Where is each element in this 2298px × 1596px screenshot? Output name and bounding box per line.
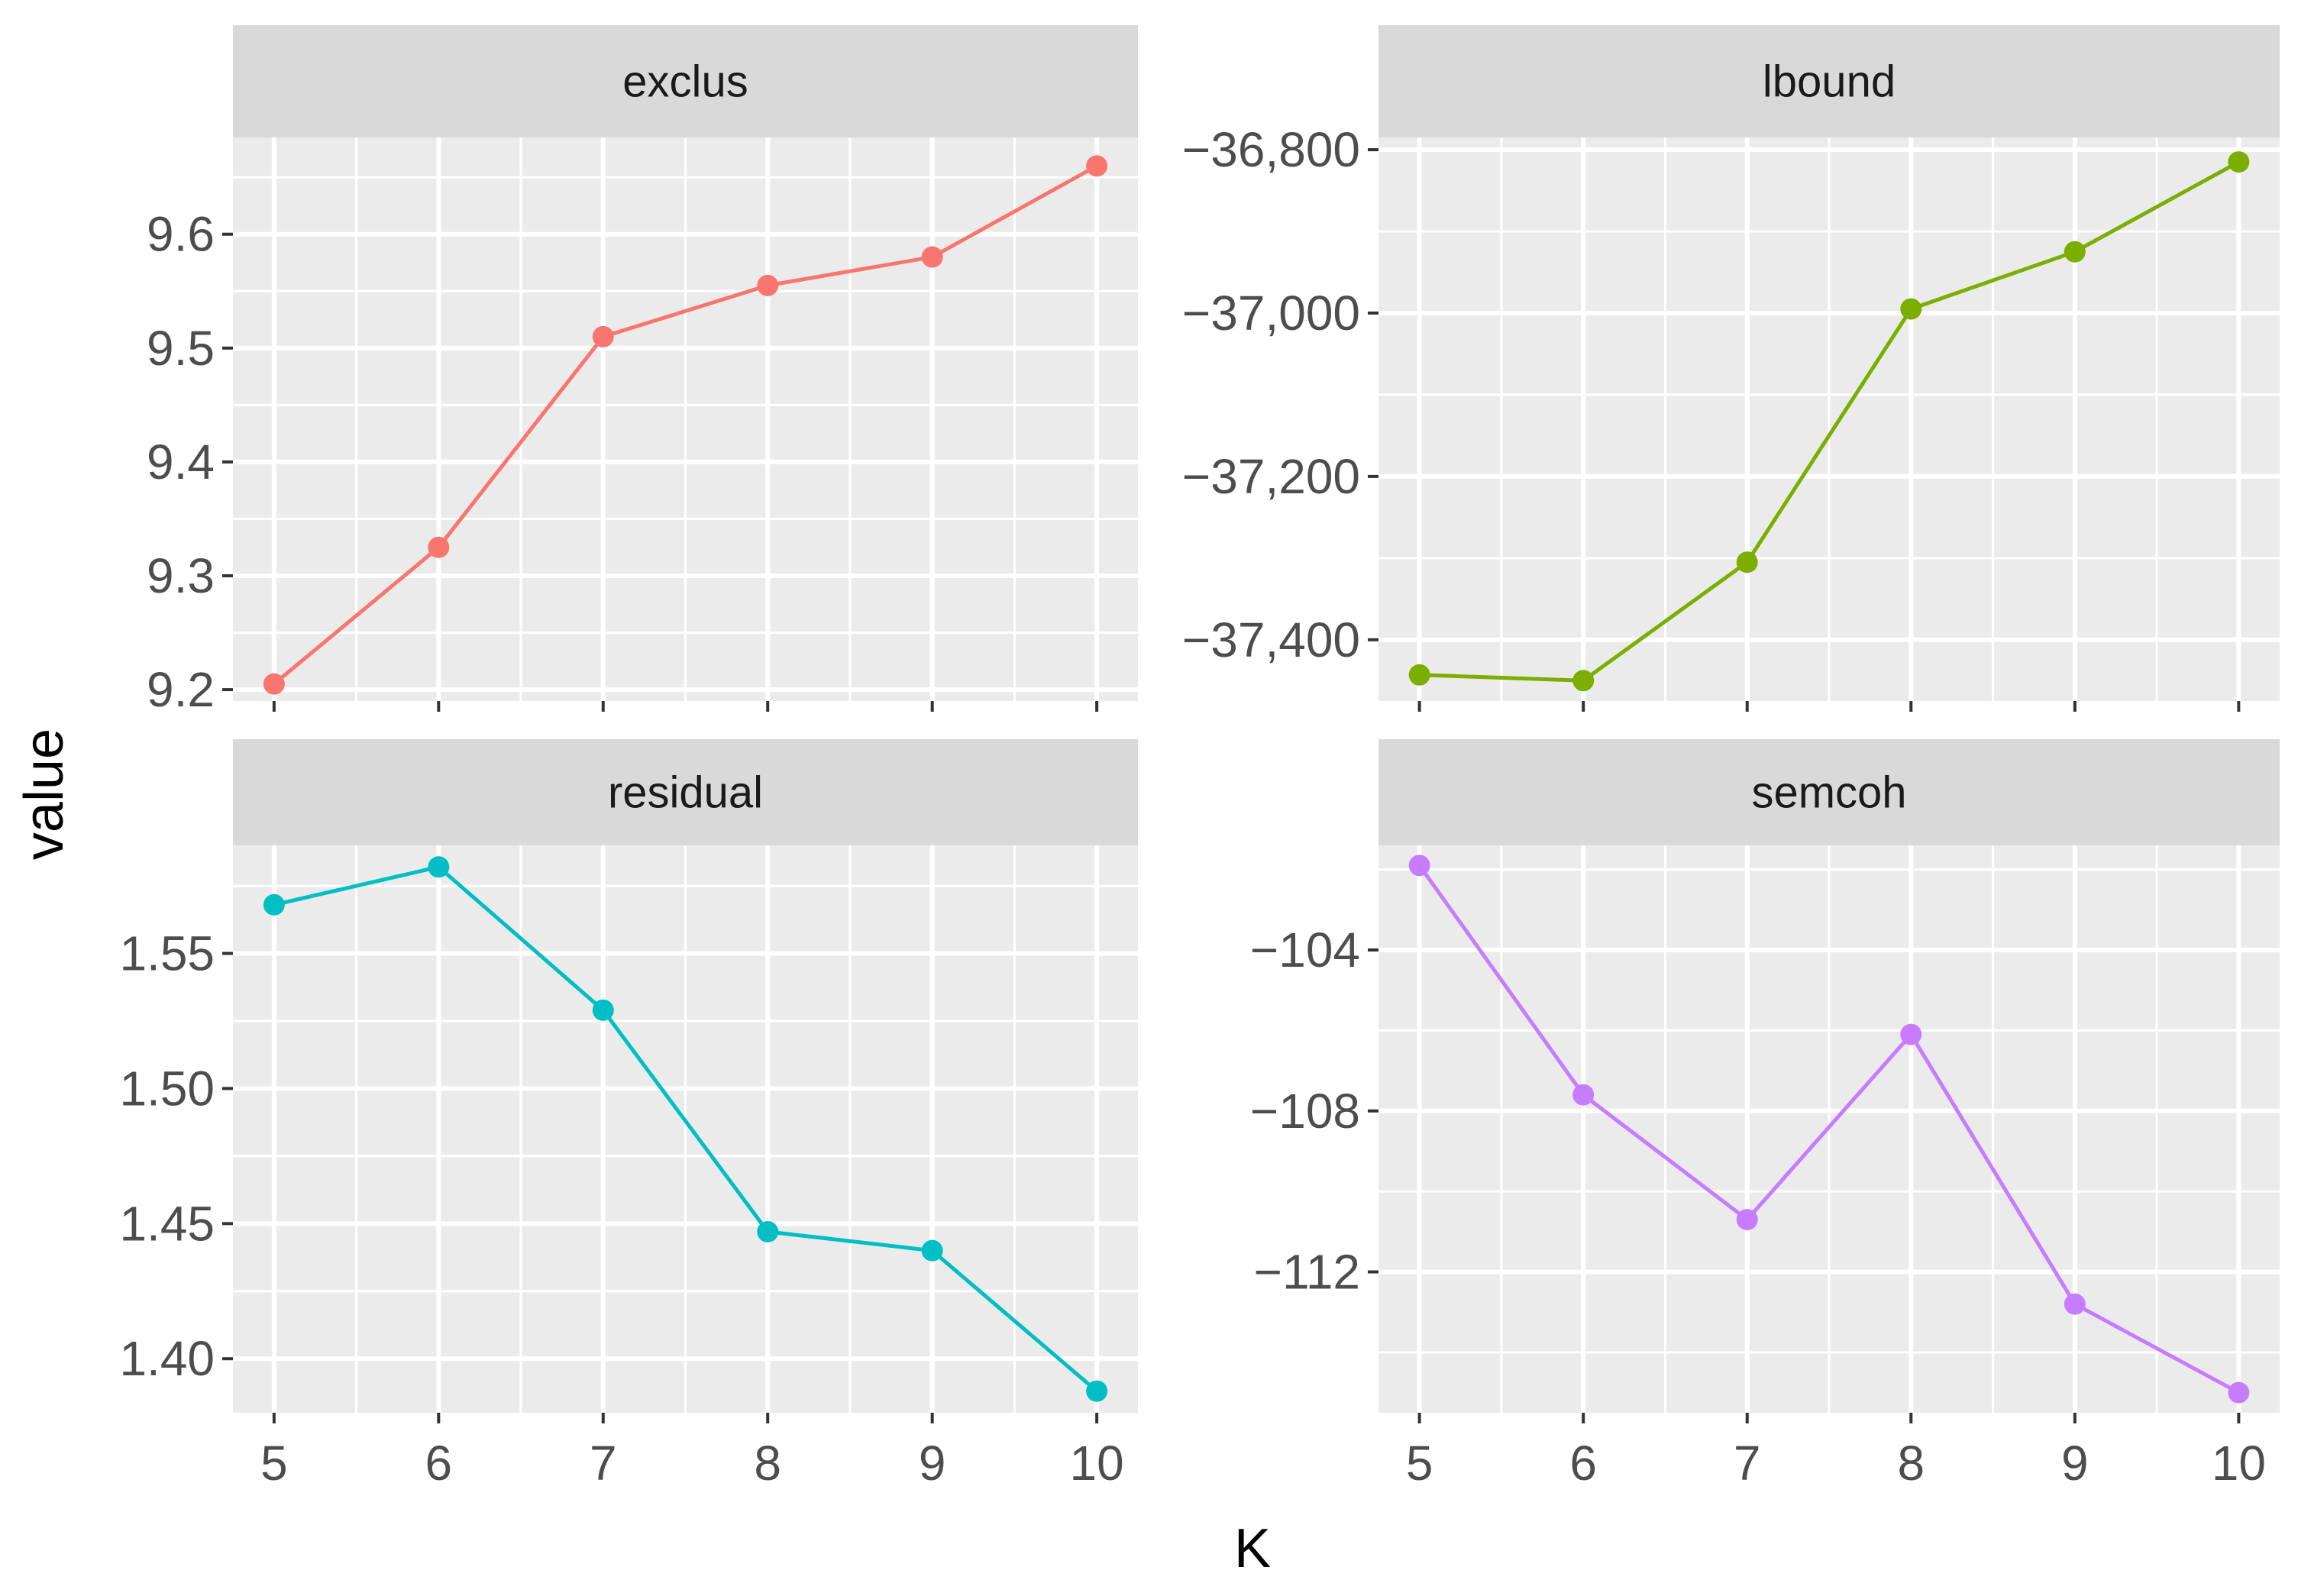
data-point-semcoh (2064, 1293, 2086, 1315)
y-tick-label: 9.2 (147, 662, 215, 717)
y-tick-label: 9.6 (147, 207, 215, 262)
x-tick-label: 10 (2212, 1436, 2266, 1491)
x-tick-label: 8 (754, 1436, 781, 1491)
y-tick-label: 1.40 (119, 1331, 215, 1386)
y-tick-label: 1.45 (119, 1196, 215, 1251)
facet-strip-label-lbound: lbound (1763, 57, 1896, 107)
series-line-lbound (1419, 160, 2240, 683)
data-point-residual (921, 1239, 943, 1262)
data-point-semcoh (1572, 1084, 1595, 1106)
data-point-lbound (1572, 670, 1595, 692)
y-tick-label: −104 (1250, 922, 1360, 977)
data-point-exclus (1086, 155, 1108, 177)
data-point-residual (263, 893, 285, 916)
data-point-semcoh (1736, 1209, 1758, 1231)
y-tick-label: −37,000 (1182, 286, 1360, 341)
x-tick-label: 7 (590, 1436, 617, 1491)
x-tick-label: 9 (919, 1436, 946, 1491)
y-tick-label: −37,200 (1182, 449, 1360, 504)
y-tick-label: 9.4 (147, 435, 215, 489)
facet-strip-label-semcoh: semcoh (1751, 768, 1906, 818)
data-point-lbound (1408, 664, 1430, 686)
data-point-exclus (428, 536, 450, 558)
y-axis-title: value (14, 729, 75, 860)
data-point-residual (757, 1220, 779, 1242)
facet-panel-lbound: lbound −37,400 −37,200 −37,000 −36,800 (1182, 25, 2280, 712)
facet-panel-semcoh: semcoh −104 −108 −112 5 6 7 8 9 10 (1250, 739, 2280, 1491)
x-tick-label: 6 (1569, 1436, 1597, 1491)
y-tick-label: −37,400 (1182, 612, 1360, 667)
data-point-exclus (263, 673, 285, 695)
data-point-lbound (2064, 241, 2086, 263)
y-tick-label: 1.55 (119, 926, 215, 981)
facet-panel-exclus: exclus 9.2 9.3 9.4 9.5 9.6 (147, 25, 1138, 717)
facet-strip-residual (233, 739, 1138, 845)
x-tick-label: 10 (1070, 1436, 1124, 1491)
data-point-residual (428, 856, 450, 878)
x-tick-label: 9 (2061, 1436, 2089, 1491)
series-line-exclus (273, 164, 1098, 686)
data-point-semcoh (1408, 855, 1430, 877)
series-line-semcoh (1417, 864, 2240, 1394)
data-point-lbound (2228, 151, 2250, 173)
facet-strip-exclus (233, 25, 1138, 137)
x-axis-title: K (1234, 1518, 1271, 1579)
data-point-residual (592, 999, 614, 1021)
facet-strip-lbound (1378, 25, 2280, 137)
y-tick-label: −112 (1254, 1245, 1360, 1300)
y-tick-label: 9.3 (147, 548, 215, 603)
data-point-exclus (757, 274, 779, 296)
y-tick-label: 9.5 (147, 321, 215, 376)
data-point-semcoh (1900, 1023, 1922, 1045)
x-tick-label: 6 (425, 1436, 453, 1491)
data-point-exclus (921, 246, 943, 268)
data-point-semcoh (2228, 1381, 2250, 1404)
facet-panels: exclus 9.2 9.3 9.4 9.5 9.6 lbound −37,400 −37,20… (119, 25, 2280, 1491)
y-tick-label: −108 (1250, 1084, 1360, 1139)
facet-strip-label-residual: residual (608, 768, 763, 818)
x-tick-label: 7 (1734, 1436, 1761, 1491)
y-tick-label: 1.50 (119, 1061, 215, 1116)
series-line-residual (273, 864, 1098, 1393)
facet-strip-label-exclus: exclus (622, 57, 748, 107)
x-tick-label: 5 (260, 1436, 288, 1491)
data-point-residual (1086, 1380, 1108, 1402)
data-point-exclus (592, 325, 614, 347)
data-point-lbound (1736, 551, 1758, 573)
y-tick-label: −36,800 (1182, 122, 1360, 177)
x-tick-label: 5 (1406, 1436, 1433, 1491)
data-point-lbound (1900, 298, 1922, 320)
facet-strip-semcoh (1378, 739, 2280, 845)
facet-panel-residual: residual 1.40 1.45 1.50 1.55 5 6 7 8 9 10 (119, 739, 1138, 1491)
x-tick-label: 8 (1897, 1436, 1925, 1491)
